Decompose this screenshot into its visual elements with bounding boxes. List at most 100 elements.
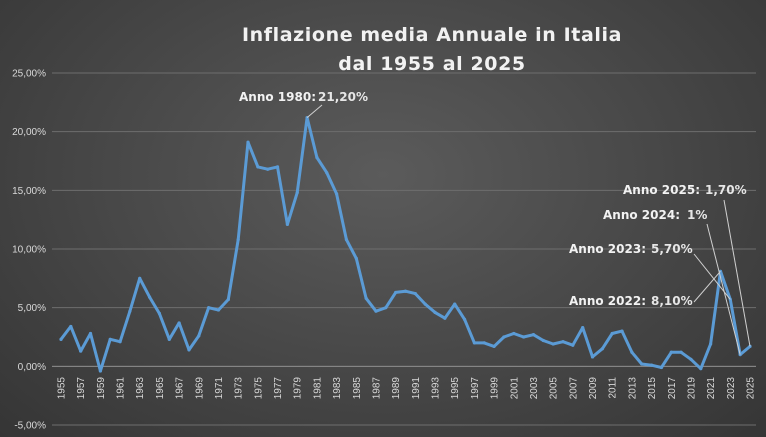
annotation-value: 21,20%: [318, 90, 368, 104]
data-point: [512, 331, 516, 336]
x-tick-label: 1983: [332, 377, 343, 400]
x-tick-label: 1961: [116, 377, 127, 400]
x-tick-label: 1959: [96, 377, 107, 400]
data-point: [344, 238, 349, 242]
data-point: [443, 316, 447, 320]
series-layer: [59, 115, 752, 373]
data-point: [600, 347, 604, 351]
annotation-value: 8,10%: [651, 294, 693, 308]
data-point: [108, 337, 112, 341]
data-point: [295, 191, 299, 195]
annotation-label: Anno 2022:: [569, 294, 646, 308]
data-point: [285, 222, 289, 226]
annotation-value: 1%: [687, 208, 707, 222]
data-point: [187, 348, 191, 352]
data-point: [364, 296, 368, 300]
annotation-label: Anno 2023:: [569, 242, 646, 256]
data-point: [207, 306, 211, 310]
data-point: [482, 341, 486, 345]
annotations: Anno 1980: 21,20% Anno 2025: 1,70% Anno 2024…: [239, 90, 751, 355]
x-tick-label: 1965: [155, 377, 166, 400]
data-point: [325, 171, 329, 175]
x-tick-label: 2017: [667, 377, 678, 400]
x-tick-label: 1973: [234, 377, 245, 400]
data-point: [413, 291, 417, 296]
data-point: [640, 362, 644, 366]
x-tick-label: 1957: [76, 377, 87, 400]
data-point: [69, 324, 73, 329]
x-tick-label: 1987: [371, 377, 382, 400]
data-point: [522, 335, 526, 339]
data-point: [98, 369, 102, 373]
y-tick-label: 10,00%: [12, 245, 46, 256]
x-tick-label: 2005: [549, 377, 560, 400]
data-point: [423, 302, 427, 306]
x-tick-label: 1981: [312, 377, 323, 400]
x-tick-label: 1971: [214, 377, 225, 400]
data-point: [226, 297, 230, 302]
x-tick-label: 1967: [175, 377, 186, 400]
x-tick-label: 2025: [746, 377, 757, 400]
x-tick-label: 2019: [686, 377, 697, 400]
data-point: [216, 308, 221, 312]
data-point: [620, 329, 624, 333]
data-point: [157, 311, 162, 316]
data-point: [551, 342, 555, 346]
annotation-leader-line: [693, 270, 721, 303]
data-point: [649, 363, 654, 367]
data-point: [256, 165, 260, 169]
data-point: [79, 349, 83, 353]
series-line: [59, 116, 752, 373]
data-point: [659, 365, 664, 370]
data-point: [266, 167, 270, 171]
data-point: [453, 302, 457, 306]
data-point: [669, 350, 673, 354]
x-tick-label: 2013: [627, 377, 638, 400]
data-point: [541, 338, 545, 343]
data-point: [709, 342, 713, 346]
y-tick-label: 20,00%: [12, 127, 46, 138]
x-axis-tick-labels: 1955 1957 1959 1961 1963 1965 1967 1969 1971 1973…: [57, 377, 757, 400]
data-point: [197, 334, 201, 338]
data-point: [275, 165, 280, 169]
x-tick-label: 2003: [529, 377, 540, 400]
x-tick-label: 2001: [509, 377, 520, 400]
annotation-leader-line: [706, 223, 741, 355]
data-point: [472, 341, 476, 345]
data-point: [689, 357, 693, 361]
annotation-label: Anno 1980:: [239, 90, 316, 104]
data-point: [531, 333, 536, 337]
data-point: [88, 331, 93, 336]
data-point: [610, 331, 614, 336]
data-point: [128, 309, 132, 313]
data-point: [147, 295, 152, 299]
annotation-value: 5,70%: [651, 242, 693, 256]
data-point: [236, 238, 240, 242]
annotation-value: 1,70%: [705, 183, 747, 197]
data-point: [630, 350, 634, 354]
x-tick-label: 1969: [194, 377, 205, 400]
x-tick-label: 1993: [431, 377, 442, 400]
chart-title-line-2: dal 1955 al 2025: [338, 53, 525, 75]
x-tick-label: 1995: [450, 377, 461, 400]
data-point: [502, 335, 506, 339]
annotation-leader-line: [306, 104, 323, 118]
x-tick-label: 2023: [726, 377, 737, 400]
data-point: [679, 350, 683, 354]
x-tick-label: 1955: [57, 377, 68, 400]
x-tick-label: 1997: [470, 377, 481, 400]
annotation-leader-line: [723, 199, 751, 347]
data-point: [118, 340, 122, 344]
data-point: [335, 192, 339, 196]
x-tick-label: 1985: [352, 377, 363, 400]
x-tick-label: 1975: [253, 377, 264, 400]
x-tick-label: 1979: [293, 377, 304, 400]
gridlines: [52, 72, 756, 426]
data-point: [246, 140, 250, 144]
data-point: [561, 340, 565, 344]
y-tick-label: 5,00%: [18, 303, 46, 314]
y-tick-label: 0,00%: [18, 362, 46, 373]
data-point: [59, 337, 63, 341]
data-point: [138, 276, 142, 280]
